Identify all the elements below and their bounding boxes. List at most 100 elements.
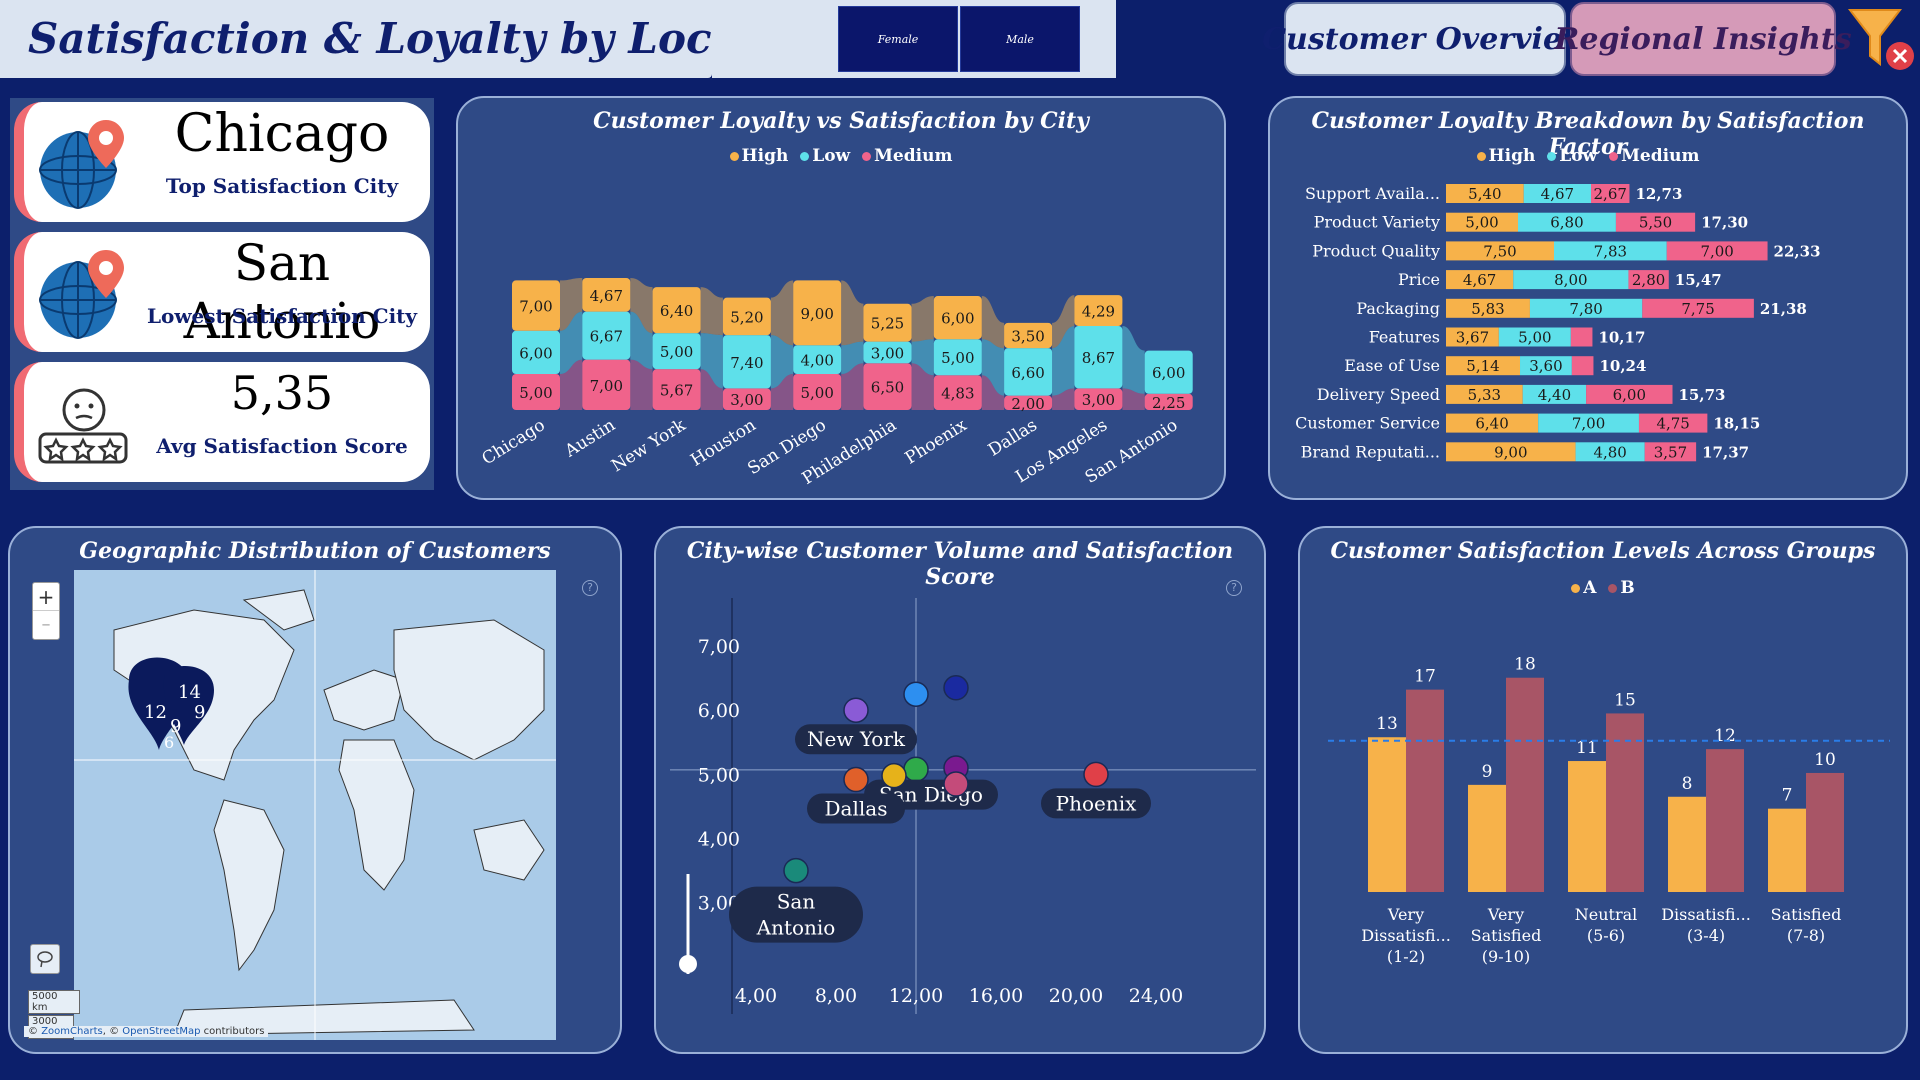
group-category-label: (1-2) <box>1387 947 1425 966</box>
breakdown-data-label: 5,40 <box>1468 185 1501 203</box>
ribbon-chart: 5,00 6,00 7,00 Chicago 7,00 6,67 4,67 Austin 5,6… <box>479 277 1193 489</box>
ribbon-bar <box>582 311 631 360</box>
breakdown-bar <box>1554 241 1667 261</box>
legend-low: Low <box>800 146 850 166</box>
ribbon-category-label: Chicago <box>479 415 549 469</box>
breakdown-data-label: 6,00 <box>1613 386 1646 404</box>
legend-high: High <box>729 146 788 166</box>
breakdown-data-label: 2,67 <box>1594 185 1627 203</box>
ribbon-bar <box>793 374 842 410</box>
top-city-label: Top Satisfaction City <box>165 174 399 198</box>
zoom-controls: + – <box>32 582 60 640</box>
ribbon-chart-panel: Customer Loyalty vs Satisfaction by City… <box>456 96 1226 500</box>
breakdown-bar <box>1523 184 1592 203</box>
ribbon-data-label: 3,00 <box>730 391 763 409</box>
y-tick-label: 7,00 <box>698 636 740 658</box>
clear-filter-icon[interactable] <box>1846 6 1916 72</box>
group-bar <box>1368 737 1406 892</box>
scatter-point <box>903 756 929 782</box>
zoomcharts-link[interactable]: ZoomCharts <box>41 1026 103 1037</box>
map-clusters[interactable]: 12 14 9 9 6 <box>128 657 214 753</box>
point-label: San <box>777 890 816 914</box>
breakdown-legend: High Low Medium <box>1270 146 1906 166</box>
ribbon-data-label: 6,50 <box>871 379 904 397</box>
ribbon-band <box>770 335 794 389</box>
header: Satisfaction & Loyalty by Location Femal… <box>0 0 1920 80</box>
regional-insights-button[interactable]: Regional Insights <box>1554 2 1852 76</box>
globe-pin-icon <box>39 250 124 339</box>
kpi-top-city: Chicago Top Satisfaction City <box>14 102 430 222</box>
breakdown-total-label: 12,73 <box>1635 185 1682 203</box>
breakdown-bar <box>1518 212 1616 232</box>
group-bar <box>1506 677 1544 892</box>
ribbon-data-label: 5,67 <box>660 382 693 400</box>
group-category-label: (9-10) <box>1482 947 1530 966</box>
breakdown-bar <box>1586 384 1673 404</box>
ribbon-data-label: 3,00 <box>1082 391 1115 409</box>
ribbon-data-label: 5,00 <box>941 349 974 367</box>
openstreetmap-link[interactable]: OpenStreetMap <box>122 1026 201 1037</box>
slicer-male[interactable]: Male <box>960 6 1080 72</box>
ribbon-data-label: 5,20 <box>730 308 763 326</box>
breakdown-bar <box>1446 413 1539 433</box>
breakdown-bar <box>1446 184 1524 203</box>
zoom-in-button[interactable]: + <box>33 583 59 611</box>
breakdown-bar <box>1575 442 1645 462</box>
ribbon-data-label: 5,25 <box>871 315 904 333</box>
ribbon-bar <box>1074 295 1123 326</box>
breakdown-category-label: Support Availa... <box>1305 184 1440 203</box>
breakdown-total-label: 22,33 <box>1774 242 1821 260</box>
ribbon-category-label: New York <box>608 415 690 476</box>
legend-low: Low <box>1547 146 1597 166</box>
scatter-point <box>943 771 969 797</box>
groups-chart-title: Customer Satisfaction Levels Across Grou… <box>1330 538 1876 564</box>
breakdown-bar <box>1642 298 1754 318</box>
breakdown-bar <box>1644 442 1697 462</box>
ribbon-bar <box>722 335 771 389</box>
breakdown-category-label: Packaging <box>1356 299 1440 318</box>
group-data-label: 15 <box>1614 690 1636 710</box>
breakdown-data-label: 3,57 <box>1654 443 1687 461</box>
breakdown-category-label: Customer Service <box>1295 414 1440 433</box>
breakdown-total-label: 15,73 <box>1679 386 1726 404</box>
breakdown-category-label: Brand Reputati... <box>1301 442 1440 461</box>
scatter-help-icon[interactable]: ? <box>1226 580 1242 596</box>
ribbon-category-label: Phoenix <box>902 415 971 469</box>
breakdown-bar <box>1522 384 1587 404</box>
zoom-out-button[interactable]: – <box>41 614 51 635</box>
breakdown-data-label: 4,75 <box>1656 415 1689 433</box>
breakdown-category-label: Product Quality <box>1312 241 1440 260</box>
ribbon-band <box>770 374 794 410</box>
breakdown-bar <box>1628 270 1669 290</box>
ribbon-band <box>911 363 934 410</box>
scatter-panel: City-wise Customer Volume and Satisfacti… <box>654 526 1266 1054</box>
lasso-button[interactable] <box>30 944 60 974</box>
ribbon-band <box>1052 388 1075 410</box>
y-tick-label: 4,00 <box>698 829 740 851</box>
scatter-point <box>783 857 809 884</box>
group-bar <box>1806 772 1844 892</box>
ribbon-bar <box>582 277 631 312</box>
title-box: Satisfaction & Loyalty by Location <box>0 0 833 78</box>
ribbon-data-label: 8,67 <box>1082 349 1115 367</box>
world-map[interactable]: 12 14 9 9 6 <box>74 570 556 1040</box>
x-tick-label: 12,00 <box>889 985 943 1007</box>
scatter-title: City-wise Customer Volume and Satisfacti… <box>686 538 1234 590</box>
scatter-point <box>943 675 969 701</box>
ribbon-bar <box>582 359 631 410</box>
ribbon-band <box>700 287 723 336</box>
groups-bar-chart: 13 17 Very Dissatisfi... (1-2) 9 18 Very Satisfi… <box>1328 655 1890 966</box>
ribbon-data-label: 4,00 <box>800 352 833 370</box>
breakdown-bar <box>1446 241 1554 261</box>
slicer-female[interactable]: Female <box>838 6 958 72</box>
map-help-icon[interactable]: ? <box>582 580 598 596</box>
breakdown-bar <box>1513 270 1629 290</box>
ribbon-band <box>1052 325 1075 396</box>
customer-overview-button[interactable]: Customer Overview <box>1262 2 1588 76</box>
ribbon-band <box>981 339 1005 396</box>
point-label: New York <box>807 727 906 751</box>
legend-medium: Medium <box>862 146 952 166</box>
ribbon-data-label: 7,00 <box>519 298 552 316</box>
breakdown-bar <box>1538 413 1639 433</box>
legend-medium: Medium <box>1609 146 1699 166</box>
